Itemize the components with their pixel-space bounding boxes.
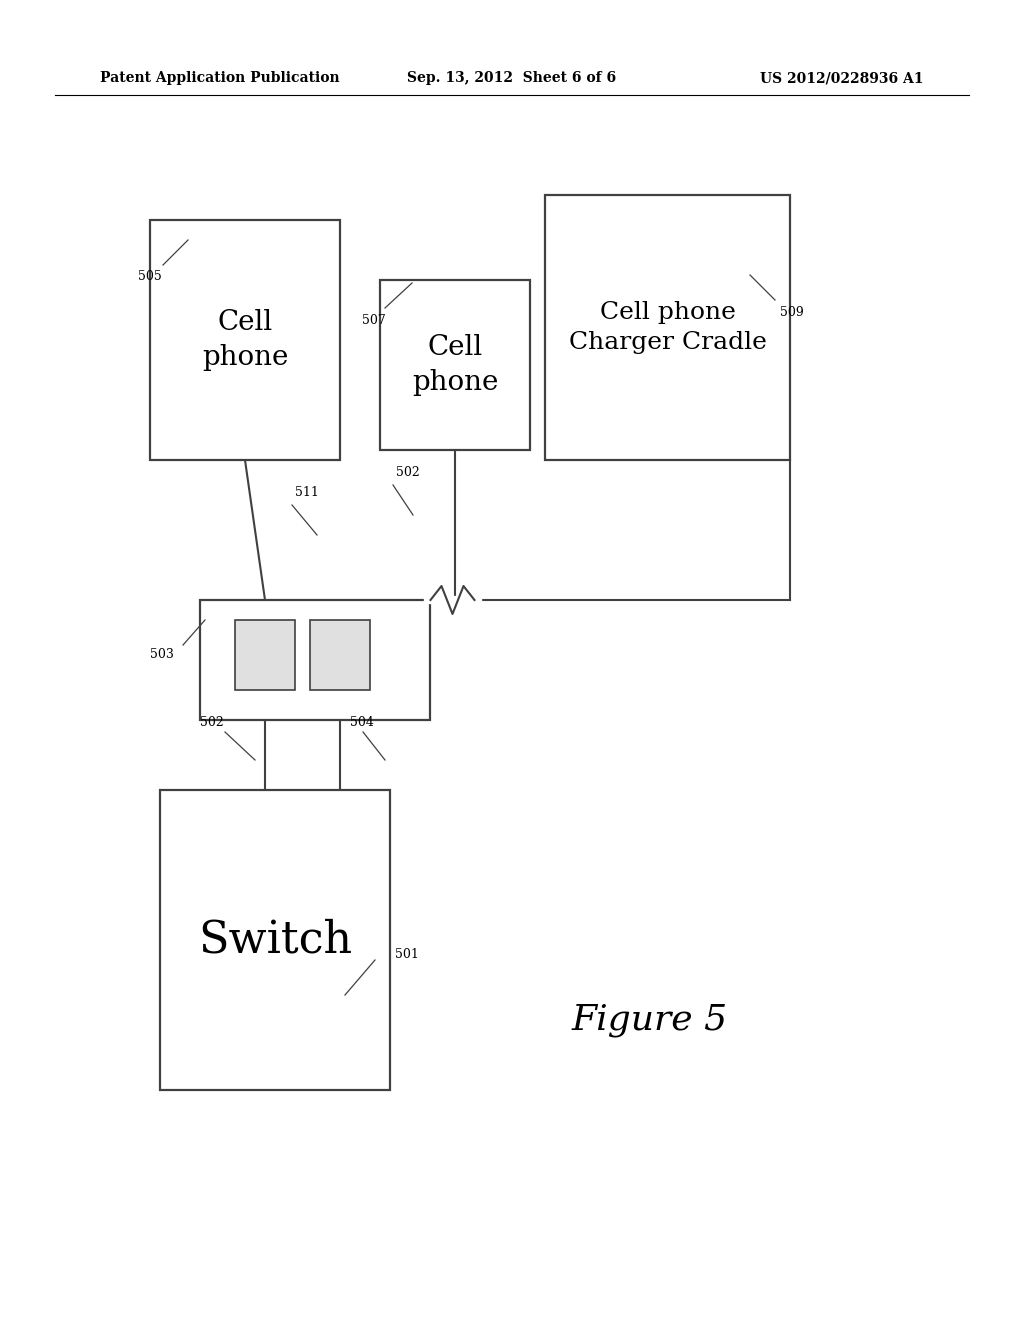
Bar bbox=[150, 220, 340, 459]
Bar bbox=[200, 601, 430, 719]
Text: 505: 505 bbox=[138, 271, 162, 284]
Text: Cell phone
Charger Cradle: Cell phone Charger Cradle bbox=[568, 301, 766, 354]
Text: 509: 509 bbox=[780, 305, 804, 318]
Text: Patent Application Publication: Patent Application Publication bbox=[100, 71, 340, 84]
Bar bbox=[380, 280, 530, 450]
Text: Cell
phone: Cell phone bbox=[412, 334, 499, 396]
Bar bbox=[545, 195, 790, 459]
Bar bbox=[160, 789, 390, 1090]
Text: US 2012/0228936 A1: US 2012/0228936 A1 bbox=[761, 71, 924, 84]
Text: 504: 504 bbox=[350, 715, 374, 729]
Text: 511: 511 bbox=[295, 486, 318, 499]
Text: Figure 5: Figure 5 bbox=[572, 1003, 728, 1038]
Text: 503: 503 bbox=[150, 648, 174, 661]
Text: 502: 502 bbox=[200, 715, 224, 729]
Text: Cell
phone: Cell phone bbox=[202, 309, 288, 371]
Text: 501: 501 bbox=[395, 949, 419, 961]
Text: 507: 507 bbox=[362, 314, 386, 326]
Bar bbox=[310, 620, 370, 690]
Text: Switch: Switch bbox=[198, 919, 352, 961]
Text: 502: 502 bbox=[396, 466, 420, 479]
Text: Sep. 13, 2012  Sheet 6 of 6: Sep. 13, 2012 Sheet 6 of 6 bbox=[408, 71, 616, 84]
Bar bbox=[234, 620, 295, 690]
